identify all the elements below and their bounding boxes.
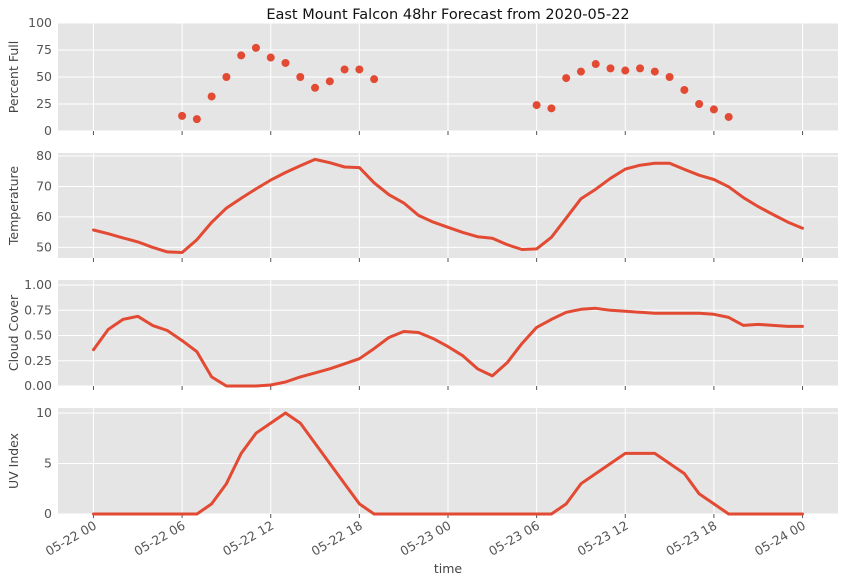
y-axis-label: Cloud Cover (6, 294, 21, 371)
panel-2: 50 60 70 80 Temperature (6, 148, 838, 262)
x-tick-label: 05-22 18 (309, 518, 365, 559)
series-line (92, 157, 804, 254)
data-point (237, 51, 246, 60)
y-tick-label: 0.50 (24, 328, 52, 343)
figure-title: East Mount Falcon 48hr Forecast from 202… (266, 7, 629, 23)
y-tick-label: 5 (44, 456, 52, 471)
data-point (370, 75, 379, 84)
x-tick-label: 05-22 00 (43, 518, 99, 559)
y-tick-label: 50 (36, 239, 52, 254)
data-point (680, 85, 689, 94)
x-tick-label: 05-24 00 (752, 518, 808, 559)
x-tick-label: 05-23 06 (486, 518, 542, 559)
x-tick-label: 05-23 18 (663, 518, 719, 559)
y-axis-label: Temperature (6, 166, 21, 246)
data-point (547, 104, 556, 113)
y-tick-label: 100 (28, 15, 52, 30)
data-point (606, 64, 615, 73)
data-point (636, 64, 645, 73)
y-tick-label: 80 (36, 148, 52, 163)
x-tick-label: 05-22 12 (220, 518, 276, 559)
y-tick-label: 0.25 (24, 353, 52, 368)
y-tick-label: 60 (36, 209, 52, 224)
x-tick-label: 05-22 06 (131, 518, 187, 559)
y-tick-label: 0 (44, 123, 52, 138)
data-point (340, 65, 349, 74)
data-point (207, 92, 216, 101)
data-point (591, 60, 600, 69)
data-point (355, 65, 364, 74)
y-axis-label: UV Index (6, 433, 21, 489)
x-tick-label: 05-23 12 (575, 518, 631, 559)
data-point (266, 53, 275, 62)
y-tick-label: 0.75 (24, 302, 52, 317)
data-point (222, 73, 231, 81)
panel-4: 0 5 10 UV Index (6, 405, 838, 521)
y-tick-label: 10 (36, 405, 52, 420)
panel-1: 0 25 50 75 100 Percent Full (6, 15, 838, 138)
data-point (251, 43, 260, 52)
data-point (532, 101, 541, 110)
data-point (325, 77, 334, 86)
data-point (296, 73, 305, 81)
y-axis-label: Percent Full (6, 41, 21, 113)
data-point (576, 67, 585, 76)
data-point (665, 73, 674, 81)
data-point (695, 100, 704, 108)
y-tick-label: 50 (36, 69, 52, 84)
data-point (709, 105, 718, 114)
y-tick-label: 0.00 (24, 378, 52, 393)
data-point (178, 111, 187, 120)
y-tick-label: 1.00 (24, 277, 52, 292)
data-point (621, 66, 630, 75)
x-axis: 05-22 00 05-22 06 05-22 12 05-22 18 05-23 00… (43, 518, 808, 559)
y-tick-label: 0 (44, 506, 52, 521)
data-point (192, 115, 201, 124)
series-line (92, 306, 804, 388)
data-point (281, 58, 290, 67)
x-axis-label: time (434, 561, 463, 576)
x-tick-label: 05-23 00 (397, 518, 453, 559)
data-point (724, 112, 733, 121)
series-line (92, 411, 804, 516)
data-point (562, 74, 571, 83)
data-point (311, 83, 320, 92)
y-tick-label: 25 (36, 96, 52, 111)
y-tick-label: 70 (36, 178, 52, 193)
data-point (650, 67, 659, 76)
y-tick-label: 75 (36, 42, 52, 57)
